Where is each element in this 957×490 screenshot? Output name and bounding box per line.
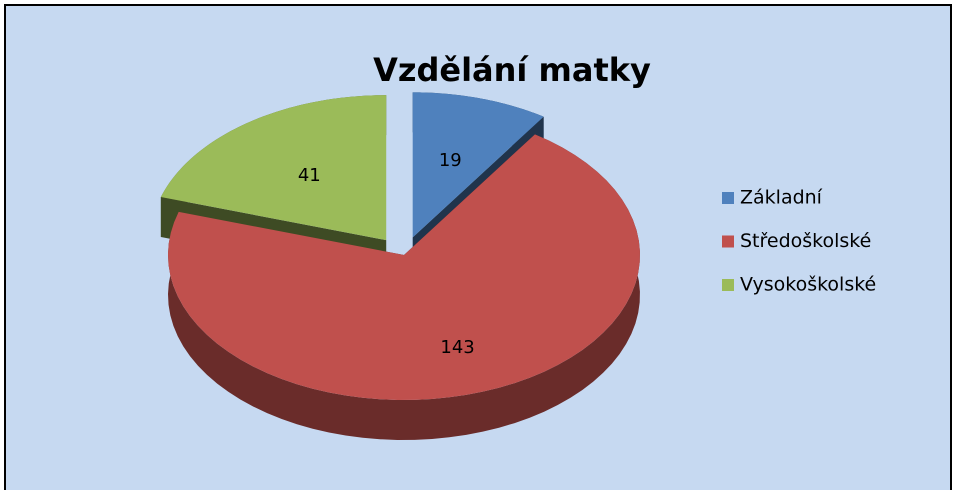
chart-title: Vzdělání matky bbox=[373, 51, 651, 89]
legend-swatch bbox=[722, 235, 734, 248]
data-label: 143 bbox=[440, 337, 474, 358]
legend-label: Základní bbox=[740, 187, 823, 209]
slice bbox=[160, 95, 387, 241]
slice bbox=[412, 92, 544, 238]
legend-swatch bbox=[722, 192, 734, 204]
data-label: 19 bbox=[439, 150, 462, 171]
legend-label: Středoškolské bbox=[740, 230, 871, 252]
data-label: 41 bbox=[298, 165, 321, 186]
slice bbox=[168, 134, 640, 400]
legend-swatch bbox=[722, 279, 734, 291]
legend-label: Vysokoškolské bbox=[740, 274, 876, 296]
